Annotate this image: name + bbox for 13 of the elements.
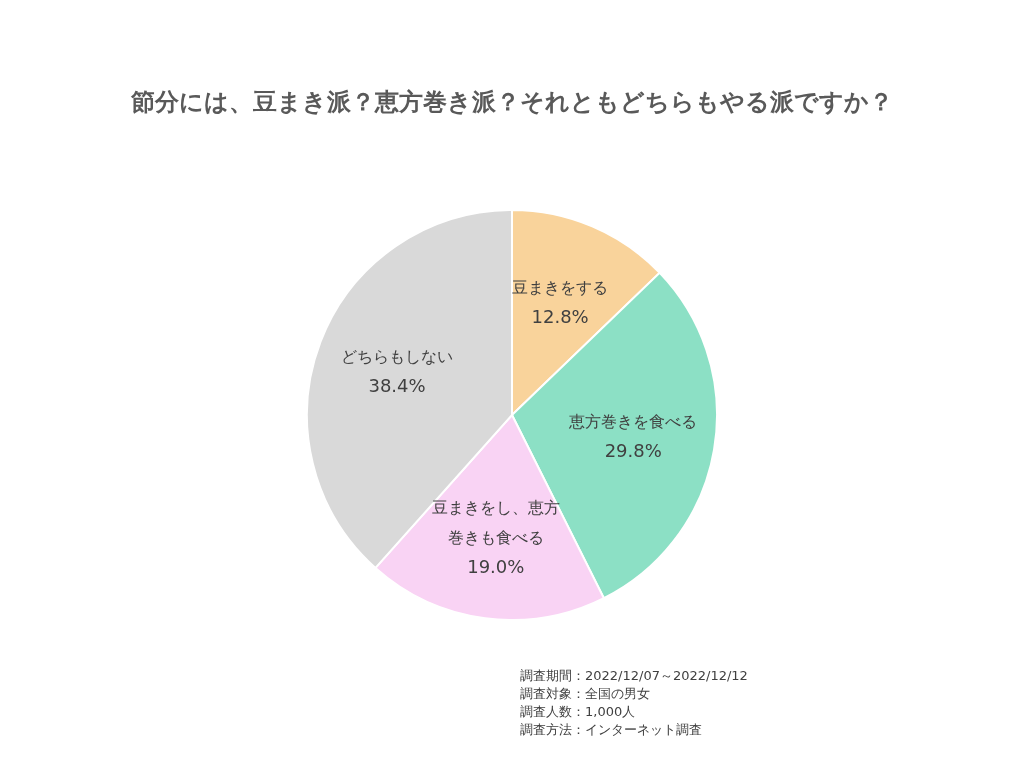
data-label: 38.4%	[368, 375, 426, 397]
text: 調査方法：インターネット調査	[520, 722, 702, 737]
data-label: 12.8%	[531, 305, 589, 327]
slice-label: 恵方巻きを食べる	[568, 411, 698, 431]
text: 調査人数：1,000人	[520, 704, 636, 719]
slice-label: 豆まきをし、恵方巻きも食べる	[431, 497, 560, 547]
text: 調査対象：全国の男女	[520, 686, 650, 701]
text: 調査期間：2022/12/07～2022/12/12	[520, 668, 748, 683]
slice-label: どちらもしない	[341, 347, 454, 367]
slice-label: 豆まきをする	[512, 277, 609, 297]
chart-title: 節分には、豆まき派？恵方巻き派？それともどちらもやる派ですか？	[130, 88, 893, 116]
data-label: 29.8%	[604, 439, 662, 461]
data-label: 19.0%	[467, 555, 525, 577]
